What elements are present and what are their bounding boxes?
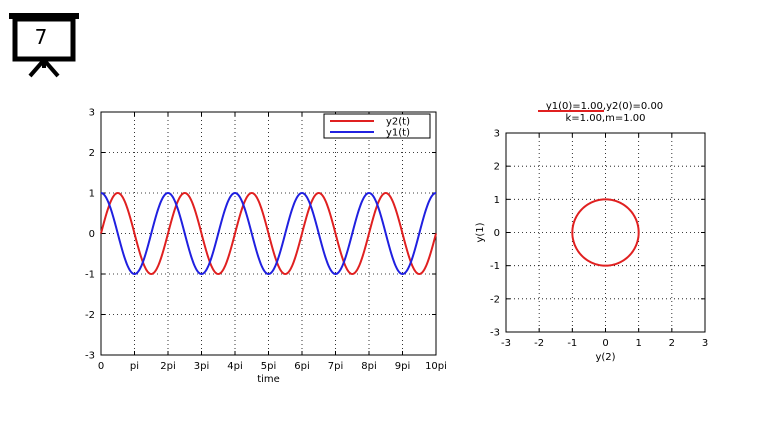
series-line-y1t [100, 191, 437, 276]
y-axis-ticks: -3 -2 -1 0 1 2 3 [85, 108, 436, 362]
x-tick-label: 10pi [425, 361, 447, 372]
y-tick-label: -2 [85, 310, 95, 321]
x-tick-label: -3 [501, 338, 511, 349]
y-tick-label: 1 [89, 189, 95, 200]
x-tick-label: 4pi [227, 361, 243, 372]
y-tick-label: -1 [490, 261, 500, 272]
y-tick-label: -3 [490, 328, 500, 339]
x-tick-label: 7pi [328, 361, 344, 372]
y-tick-label: 3 [89, 108, 95, 119]
y-axis-ticks: -3 -2 -1 0 1 2 3 [490, 129, 705, 339]
x-tick-label: 0 [98, 361, 104, 372]
x-tick-label: 0 [602, 338, 608, 349]
grid [506, 133, 705, 332]
y-tick-label: 2 [494, 162, 500, 173]
x-tick-label: 3pi [194, 361, 210, 372]
x-tick-label: 5pi [261, 361, 277, 372]
x-tick-label: 2pi [160, 361, 176, 372]
y-tick-label: -1 [85, 270, 95, 281]
presentation-board-icon [8, 10, 80, 78]
time-series-chart: 0 pi 2pi 3pi 4pi 5pi 6pi 7pi 8pi 9pi 10pi -3 -2 -1 0 1… [85, 108, 447, 386]
x-tick-label: 6pi [294, 361, 310, 372]
x-tick-label: 8pi [361, 361, 377, 372]
phase-curve [571, 198, 640, 267]
y-tick-label: 0 [494, 228, 500, 239]
x-tick-label: 3 [702, 338, 708, 349]
series-line-y2t [100, 191, 437, 276]
x-tick-label: 9pi [395, 361, 411, 372]
legend-label: y2(t) [386, 117, 410, 128]
x-tick-label: -2 [534, 338, 544, 349]
plot-frame [505, 132, 706, 333]
chart-subtitle: k=1.00,m=1.00 [566, 113, 646, 124]
y-tick-label: 1 [494, 195, 500, 206]
x-axis-ticks: 0 pi 2pi 3pi 4pi 5pi 6pi 7pi 8pi 9pi 10pi [98, 112, 447, 372]
x-tick-label: 2 [669, 338, 675, 349]
series-lines [571, 198, 640, 267]
chart-title: y1(0)=1.00,y2(0)=0.00 [546, 101, 663, 112]
y-tick-label: -3 [85, 351, 95, 362]
x-tick-label: 1 [635, 338, 641, 349]
y-tick-label: 3 [494, 129, 500, 140]
x-tick-label: pi [130, 361, 139, 372]
slide-number: 7 [34, 25, 48, 49]
legend-box [323, 113, 431, 139]
phase-plot-chart: -3 -2 -1 0 1 2 3 -3 -2 -1 0 1 2 3 y1(0)=1.00,y2(0)=0… [475, 101, 708, 363]
grid [101, 112, 436, 355]
x-axis-label: y(2) [595, 352, 615, 363]
x-axis-ticks: -3 -2 -1 0 1 2 3 [501, 133, 708, 349]
y-tick-label: 2 [89, 148, 95, 159]
y-axis-label: y(1) [475, 222, 486, 242]
x-tick-label: -1 [567, 338, 577, 349]
y-tick-label: -2 [490, 294, 500, 305]
legend-label: y1(t) [386, 128, 410, 139]
series-lines [100, 191, 437, 276]
x-axis-label: time [257, 374, 280, 385]
y-tick-label: 0 [89, 229, 95, 240]
legend: y2(t)y1(t) [323, 113, 431, 139]
